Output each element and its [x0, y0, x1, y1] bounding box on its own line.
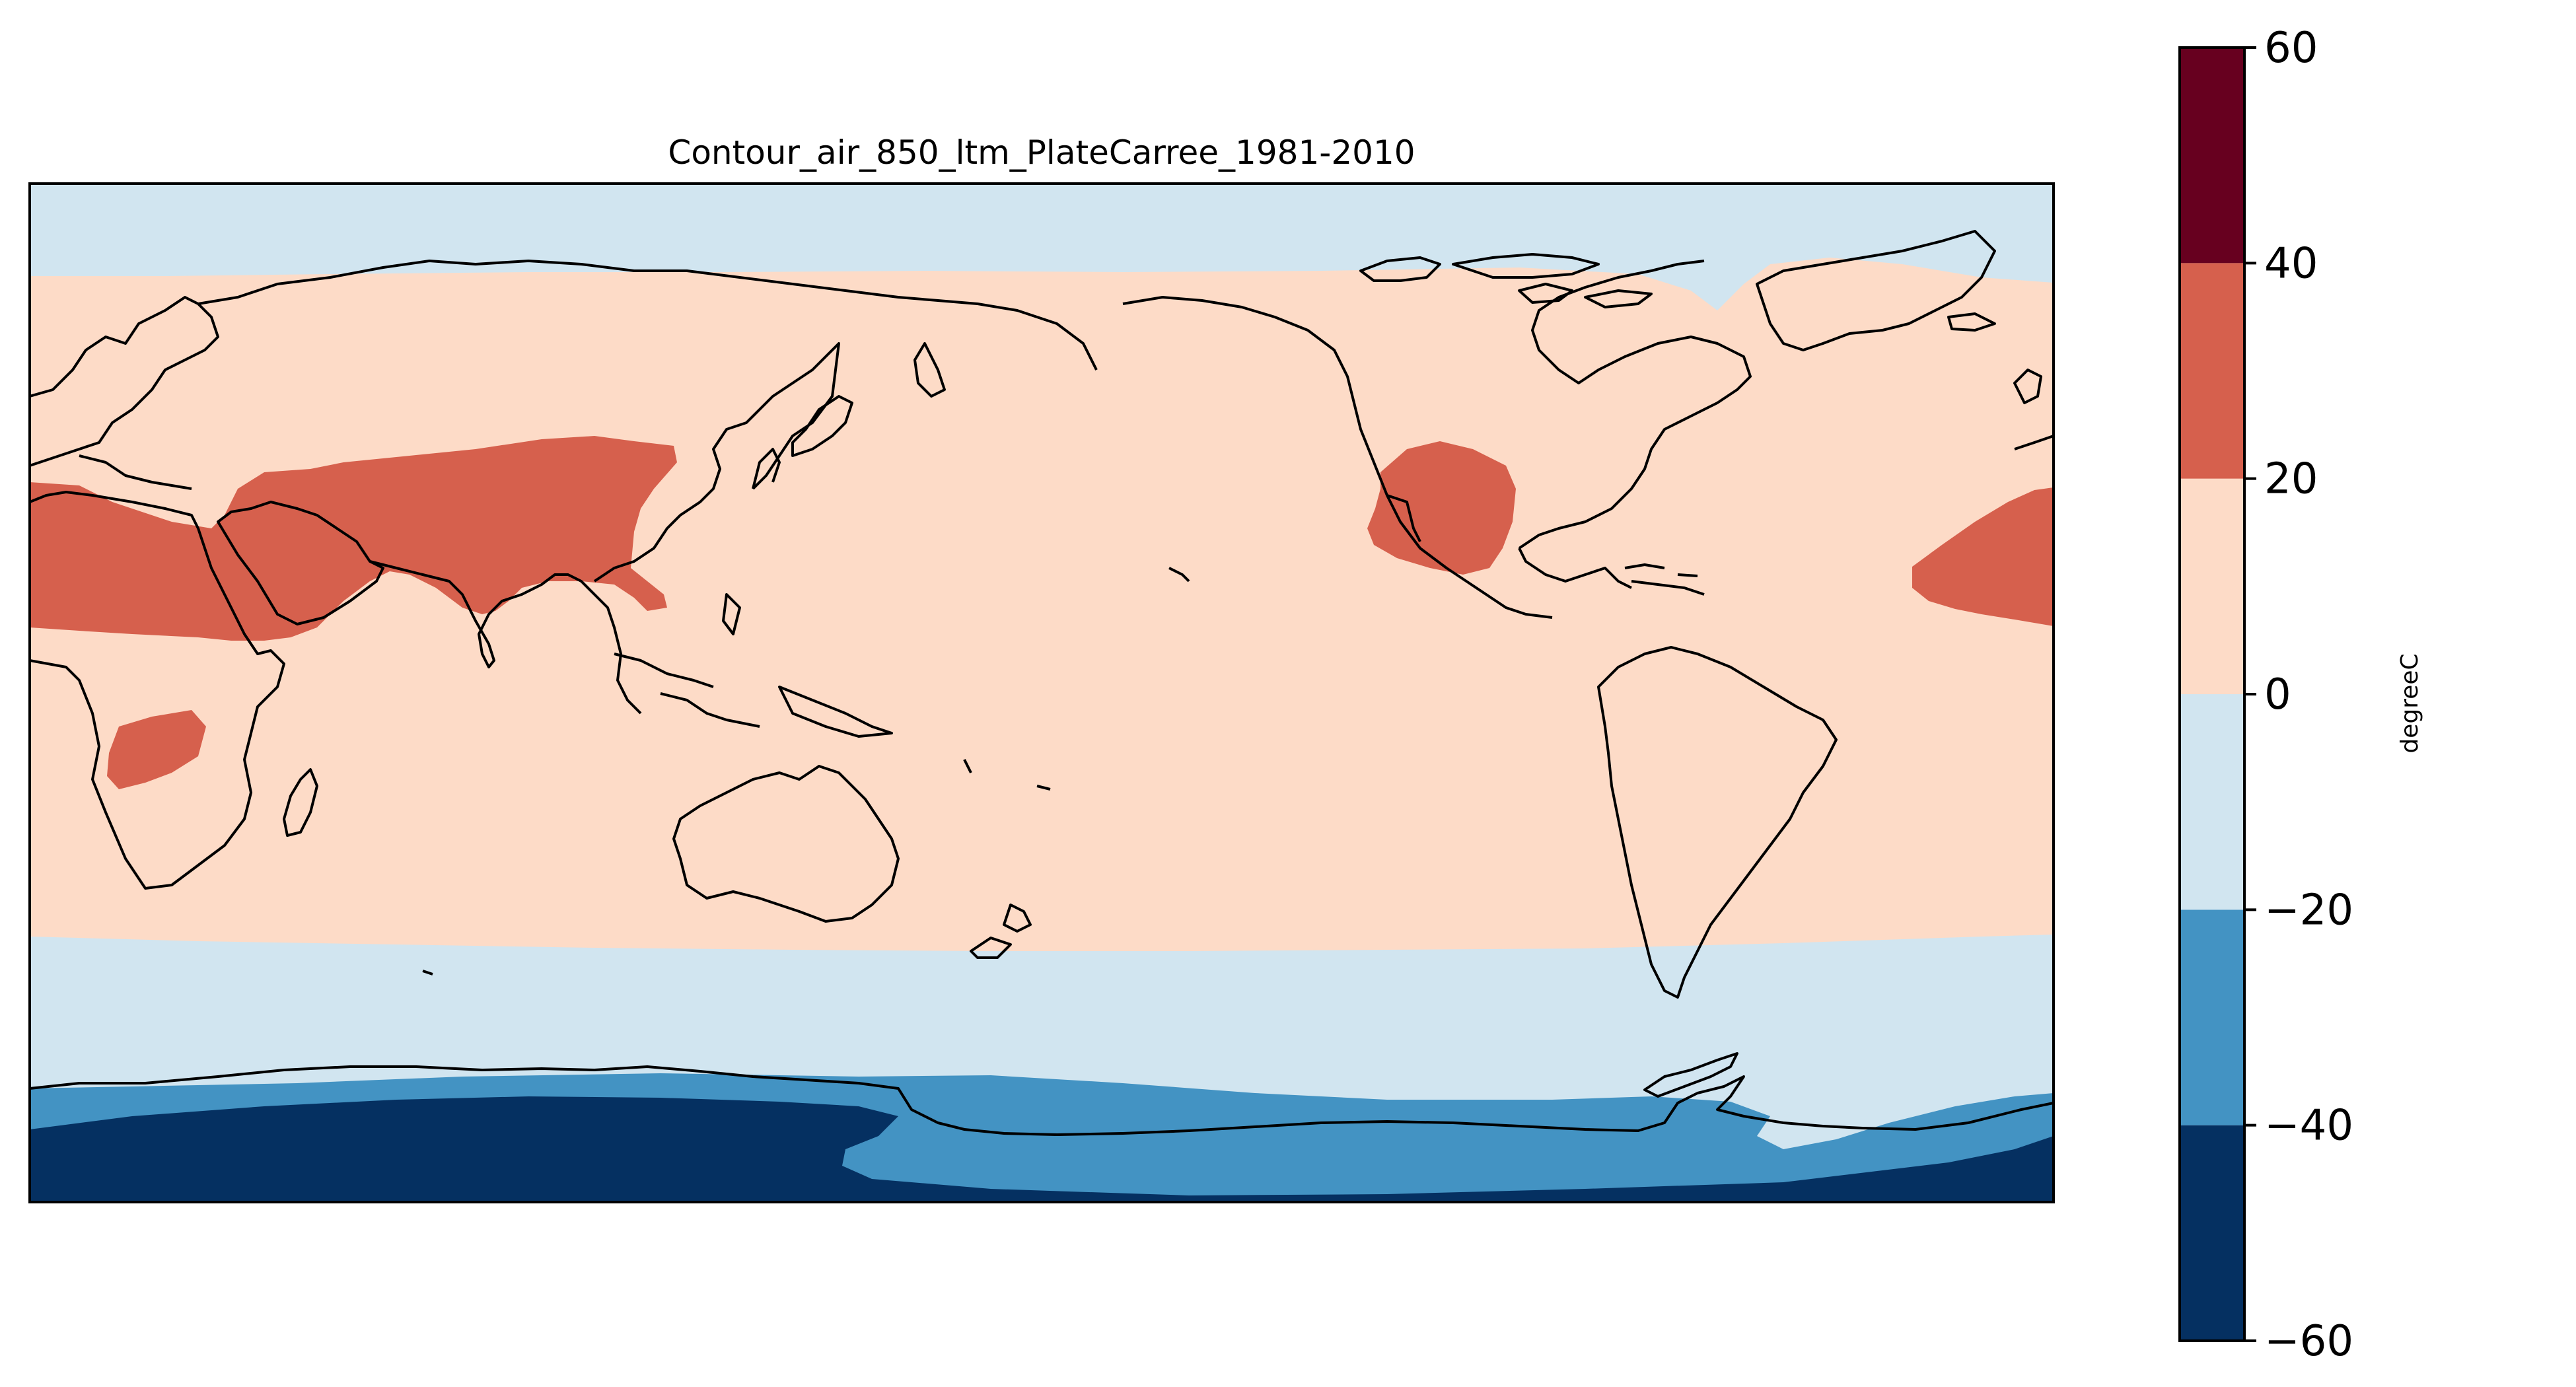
colorbar-tick-label-5: −40 — [2264, 1102, 2353, 1151]
mexico-warm — [1367, 441, 1516, 575]
colorbar-bin-4 — [2180, 263, 2244, 479]
colorbar-bin-1 — [2180, 909, 2244, 1125]
map-frame — [28, 182, 2055, 1203]
colorbar-bin-0 — [2180, 1125, 2244, 1341]
colorbar-bin-2 — [2180, 694, 2244, 910]
colorbar-tick-label-0: 60 — [2264, 24, 2318, 73]
colorbar-tick-label-6: −60 — [2264, 1317, 2353, 1366]
arctic-cold-band — [30, 184, 2054, 310]
south-africa-warm — [107, 710, 206, 789]
map-title: Contour_air_850_ltm_PlateCarree_1981-201… — [668, 133, 1415, 172]
colorbar-label: degreeC — [2396, 653, 2423, 753]
atlantic-warm — [1912, 487, 2054, 626]
colorbar-tick-label-1: 40 — [2264, 239, 2318, 288]
colorbar-bin-3 — [2180, 478, 2244, 694]
colorbar-tick-label-4: −20 — [2264, 886, 2353, 935]
colorbar-bin-5 — [2180, 48, 2244, 264]
colorbar: 60 40 20 0 −20 −40 −60 — [2178, 24, 2353, 1366]
polar-band — [30, 1096, 2054, 1202]
colorbar-tick-label-2: 20 — [2264, 455, 2318, 504]
colorbar-tick-label-3: 0 — [2264, 670, 2291, 719]
map-panel — [30, 184, 2054, 1202]
coastlines — [30, 230, 2054, 1136]
